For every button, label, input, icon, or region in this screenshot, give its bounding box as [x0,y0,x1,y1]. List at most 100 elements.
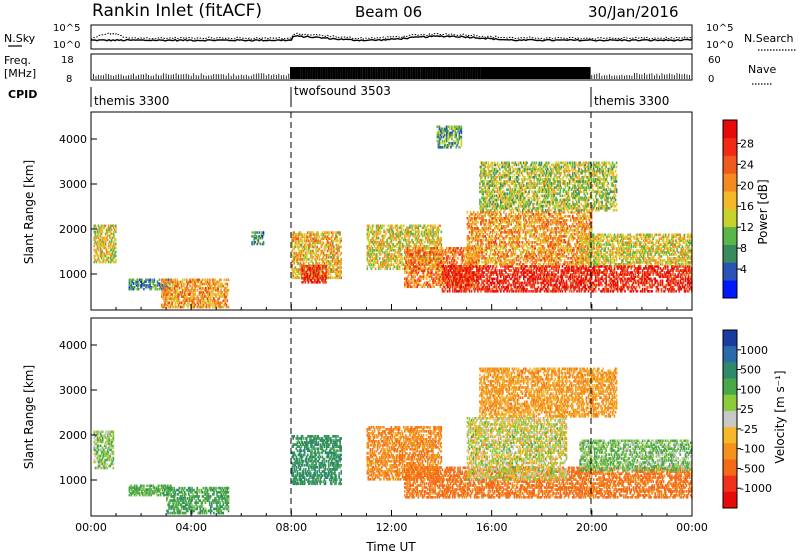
data-cell [115,251,117,254]
data-cell [538,286,540,289]
data-cell [385,233,387,236]
freq-left-tick-top: 18 [61,55,74,66]
data-cell [304,233,306,236]
data-cell [422,263,424,266]
data-cell [633,290,635,293]
data-cell [393,231,395,234]
data-cell [415,259,417,262]
data-cell [340,266,342,269]
cpid-label: CPID [8,88,37,101]
data-cell [510,284,512,287]
freq-right-tick-bottom: 0 [708,74,714,85]
data-cell [325,275,327,278]
noise-right-tick-top: 10^5 [706,23,733,34]
data-cell [337,240,339,243]
data-cell [154,279,156,282]
data-cell [227,283,229,286]
data-cell [429,279,431,282]
data-cell [402,257,404,260]
data-cell [473,284,475,287]
data-cell [415,247,417,250]
data-cell [422,231,424,234]
data-cell [420,225,422,228]
data-cell [95,231,97,234]
data-cell [564,282,566,285]
data-cell [304,262,306,265]
data-cell [483,271,485,274]
cpid-segment-1: themis 3300 [94,94,169,108]
data-cell [636,286,638,289]
data-cell [340,270,342,273]
data-cell [186,279,188,282]
data-cell [340,252,342,255]
data-cell [501,269,503,272]
data-cell [182,279,184,282]
data-cell [409,249,411,252]
data-cell [113,225,115,228]
data-cell [434,225,436,228]
data-cell [252,231,254,234]
data-cell [411,286,413,289]
data-cell [173,306,175,309]
data-cell [403,225,405,228]
data-cell [310,231,312,234]
data-cell [108,257,110,260]
data-cell [522,282,524,285]
data-cell [624,290,626,293]
data-cell [138,288,140,291]
data-cell [601,275,603,278]
data-cell [433,247,435,250]
cpid-segment-2: twofsound 3503 [294,84,391,98]
data-cell [409,225,411,228]
data-cell [378,237,380,240]
data-cell [189,285,191,288]
data-cell [408,279,410,282]
data-cell [257,231,259,234]
data-cell [513,290,515,293]
data-cell [207,279,209,282]
data-cell [115,247,117,250]
data-cell [528,290,530,293]
data-cell [333,231,335,234]
data-cell [319,248,321,251]
data-cell [431,247,433,250]
data-cell [440,269,442,272]
data-cell [524,280,526,283]
data-cell [548,288,550,291]
data-cell [622,280,624,283]
data-cell [422,239,424,242]
cpid-segment-3: themis 3300 [594,94,669,108]
freq-label-line2: [MHz] [4,67,36,80]
data-cell [576,290,578,293]
data-cell [510,269,512,272]
data-cell [325,265,327,268]
power-data-cells [94,126,693,309]
data-cell [410,245,412,248]
data-cell [499,269,501,272]
noise-left-label: N.Sky [4,32,36,45]
data-cell [224,279,226,282]
data-cell [642,288,644,291]
data-cell [291,264,293,267]
data-cell [340,246,342,249]
data-cell [505,271,507,274]
nave-bars [91,67,690,79]
noise-right-tick-bottom: 10^0 [706,40,733,51]
data-cell [598,288,600,291]
data-cell [379,257,381,260]
data-cell [460,273,462,276]
data-cell [107,239,109,242]
data-cell [639,286,641,289]
data-cell [556,284,558,287]
data-cell [319,267,321,270]
data-cell [538,282,540,285]
data-cell [254,241,256,244]
data-cell [334,248,336,251]
data-cell [637,290,639,293]
data-cell [133,282,135,285]
data-cell [439,249,441,252]
data-cell [445,288,447,291]
data-cell [214,279,216,282]
